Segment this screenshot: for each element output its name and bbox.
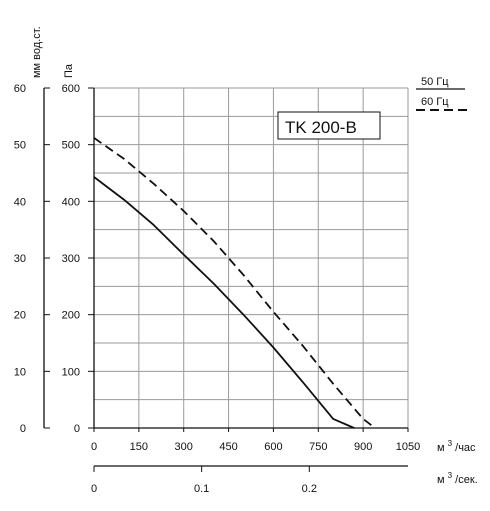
x-tick-label: 300 <box>175 441 193 453</box>
legend-label-50hz: 50 Гц <box>421 76 449 88</box>
m3s-tick-label: 0.1 <box>194 483 209 495</box>
pa-tick-label: 300 <box>62 253 80 265</box>
mm-tick-label: 0 <box>20 423 26 435</box>
mm-tick-label: 20 <box>14 310 26 322</box>
mm-tick-label: 60 <box>14 83 26 95</box>
pa-tick-label: 0 <box>74 423 80 435</box>
mm-tick-label: 40 <box>14 196 26 208</box>
x-unit-m3h-sup: 3 <box>448 439 453 448</box>
x-tick-label: 1050 <box>396 441 420 453</box>
pa-tick-label: 400 <box>62 196 80 208</box>
chart-title: TK 200-B <box>285 118 357 137</box>
x-tick-label: 150 <box>130 441 148 453</box>
x-unit-m3s-sup: 3 <box>448 471 453 480</box>
pa-tick-label: 500 <box>62 140 80 152</box>
m3s-tick-label: 0.2 <box>302 483 317 495</box>
series-layer <box>93 137 376 429</box>
x-unit-m3s: м 3 /сек. <box>437 469 478 486</box>
legend: 50 Гц 60 Гц <box>416 76 468 111</box>
grid <box>94 87 409 428</box>
x-unit-m3h: м 3 /час <box>437 437 476 454</box>
y-axis-label-pa: Па <box>63 63 75 78</box>
x-tick-label: 0 <box>91 441 97 453</box>
x-tick-label: 600 <box>264 441 282 453</box>
title-box: TK 200-B <box>277 111 381 140</box>
x-unit-m3h-base: м <box>437 442 445 454</box>
pa-tick-label: 600 <box>62 83 80 95</box>
mm-tick-label: 10 <box>14 366 26 378</box>
series-line-50hz <box>93 176 355 429</box>
y-axis-label-mm: мм вод.ст. <box>31 26 43 78</box>
pa-tick-label: 200 <box>62 310 80 322</box>
legend-label-60hz: 60 Гц <box>421 96 449 108</box>
pa-tick-label: 100 <box>62 366 80 378</box>
m3s-tick-label: 0 <box>91 483 97 495</box>
x-unit-m3h-tail: /час <box>455 442 476 454</box>
mm-tick-label: 30 <box>14 253 26 265</box>
x-tick-label: 900 <box>354 441 372 453</box>
series-line-60hz <box>93 137 376 429</box>
mm-tick-label: 50 <box>14 140 26 152</box>
x-tick-label: 450 <box>219 441 237 453</box>
x-unit-m3s-base: м <box>437 474 445 486</box>
x-tick-label: 750 <box>309 441 327 453</box>
x-unit-m3s-tail: /сек. <box>455 474 478 486</box>
